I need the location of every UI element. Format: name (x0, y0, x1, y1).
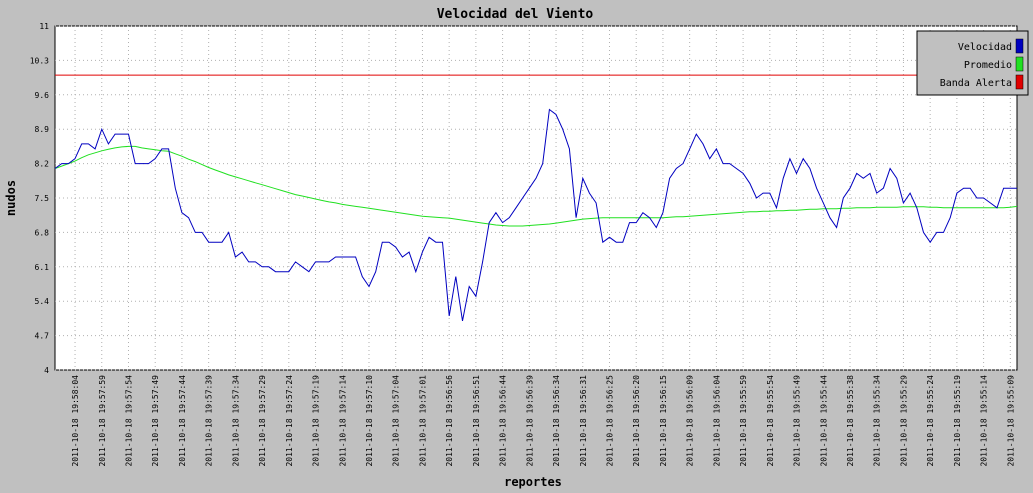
x-tick-label: 2011-10-18 19:56:15 (659, 375, 668, 467)
x-tick-label: 2011-10-18 19:55:34 (873, 375, 882, 467)
x-tick-label: 2011-10-18 19:56:25 (605, 375, 614, 467)
y-axis-label: nudos (4, 180, 18, 216)
y-tick-label: 10.3 (30, 56, 49, 65)
x-tick-label: 2011-10-18 19:56:51 (472, 375, 481, 467)
y-tick-label: 6.1 (35, 263, 50, 272)
legend-swatch (1015, 38, 1024, 54)
x-tick-label: 2011-10-18 19:55:14 (980, 375, 989, 467)
y-tick-label: 7.5 (35, 194, 50, 203)
legend-swatch (1015, 56, 1024, 72)
y-tick-label: 11 (39, 22, 49, 31)
x-tick-label: 2011-10-18 19:57:34 (231, 375, 240, 467)
x-tick-label: 2011-10-18 19:55:54 (766, 375, 775, 467)
legend-label: Banda Alerta (940, 78, 1012, 89)
chart-title: Velocidad del Viento (437, 7, 594, 22)
x-axis-label: reportes (504, 475, 562, 489)
x-tick-label: 2011-10-18 19:56:39 (525, 375, 534, 467)
x-tick-label: 2011-10-18 19:56:56 (445, 375, 454, 467)
y-tick-label: 9.6 (35, 91, 50, 100)
x-tick-label: 2011-10-18 19:56:34 (552, 375, 561, 467)
x-tick-label: 2011-10-18 19:56:44 (499, 375, 508, 467)
x-tick-label: 2011-10-18 19:57:24 (285, 375, 294, 467)
y-tick-label: 5.4 (35, 297, 50, 306)
y-tick-label: 8.9 (35, 125, 50, 134)
x-tick-label: 2011-10-18 19:57:44 (178, 375, 187, 467)
legend-label: Promedio (964, 60, 1012, 71)
x-tick-label: 2011-10-18 19:55:29 (899, 375, 908, 467)
x-tick-label: 2011-10-18 19:57:10 (365, 375, 374, 467)
x-tick-label: 2011-10-18 19:57:29 (258, 375, 267, 467)
legend-label: Velocidad (958, 42, 1012, 53)
x-tick-label: 2011-10-18 19:56:09 (686, 375, 695, 467)
x-tick-label: 2011-10-18 19:56:04 (712, 375, 721, 467)
x-tick-label: 2011-10-18 19:55:38 (846, 375, 855, 467)
x-tick-label: 2011-10-18 19:57:14 (338, 375, 347, 467)
x-tick-label: 2011-10-18 19:55:59 (739, 375, 748, 467)
x-tick-label: 2011-10-18 19:57:49 (151, 375, 160, 467)
series-line (54, 145, 1018, 227)
x-tick-label: 2011-10-18 19:57:39 (205, 375, 214, 467)
y-tick-label: 8.2 (35, 160, 50, 169)
x-tick-label: 2011-10-18 19:57:01 (418, 375, 427, 467)
x-tick-label: 2011-10-18 19:56:31 (579, 375, 588, 467)
x-tick-label: 2011-10-18 19:56:20 (632, 375, 641, 467)
x-tick-label: 2011-10-18 19:57:54 (124, 375, 133, 467)
y-tick-label: 4.7 (35, 332, 50, 341)
x-tick-label: 2011-10-18 19:57:04 (392, 375, 401, 467)
y-tick-label: 6.8 (35, 228, 50, 237)
x-tick-label: 2011-10-18 19:57:59 (98, 375, 107, 467)
x-tick-label: 2011-10-18 19:55:24 (926, 375, 935, 467)
x-tick-label: 2011-10-18 19:55:44 (819, 375, 828, 467)
legend-swatch (1015, 74, 1024, 90)
series-line (54, 108, 1017, 321)
x-tick-label: 2011-10-18 19:55:19 (953, 375, 962, 467)
x-tick-label: 2011-10-18 19:58:04 (71, 375, 80, 467)
y-tick-label: 4 (44, 366, 49, 375)
legend-box (916, 30, 1029, 96)
x-tick-label: 2011-10-18 19:55:09 (1006, 375, 1015, 467)
x-tick-label: 2011-10-18 19:57:19 (312, 375, 321, 467)
x-tick-label: 2011-10-18 19:55:49 (793, 375, 802, 467)
